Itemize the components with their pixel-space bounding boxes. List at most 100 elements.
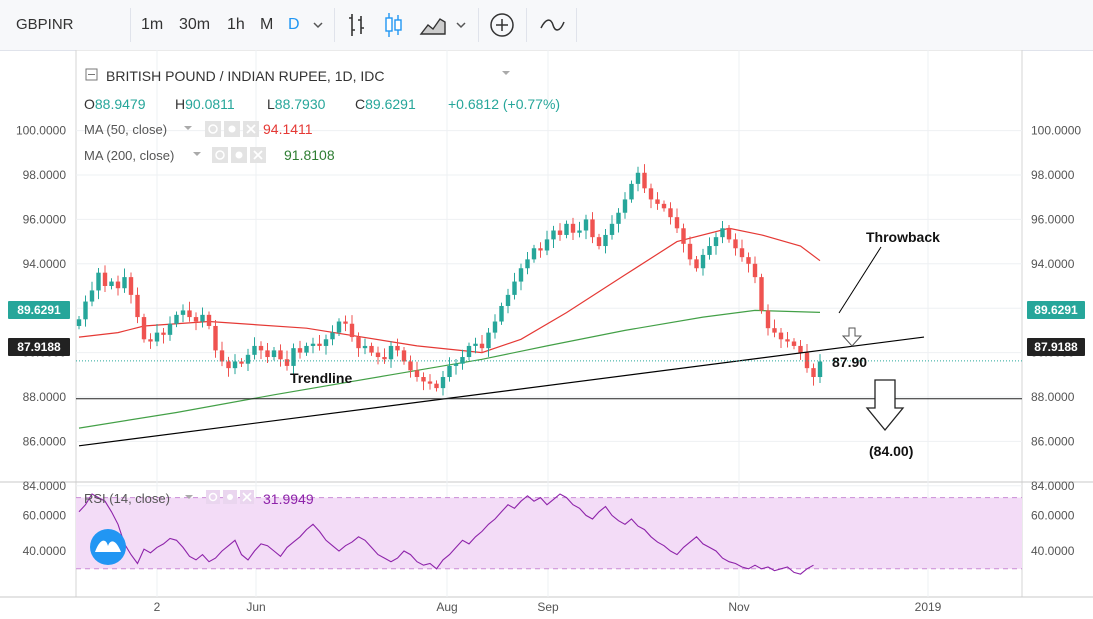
last-price-badge-left: 89.6291 [8,301,70,319]
trendline-label: Trendline [290,370,352,386]
candle-body [655,199,660,204]
add-indicator-button[interactable] [488,0,516,50]
ma50-legend-buttons[interactable] [205,121,259,137]
last-price-label: 89.6291 [17,303,61,317]
time-scale[interactable]: 2 Jun Aug Sep Nov 2019 [154,600,942,614]
rsi-legend-buttons[interactable] [206,490,254,504]
ma50-legend-value: 94.1411 [263,121,313,137]
down-arrow-icon [865,379,905,432]
candle-body [486,332,491,349]
gear-icon[interactable] [235,151,243,159]
interval-day[interactable]: D [288,16,300,33]
ma200-legend-value: 91.8108 [284,147,335,163]
interval-1m[interactable]: 1m [141,16,164,33]
low-value: 88.7930 [275,96,326,112]
candle-body [811,368,816,378]
close-label: C [355,96,365,112]
candle-body [765,310,771,329]
candle-body [668,208,673,218]
eye-icon[interactable] [208,492,218,502]
x-tick-label: Nov [728,600,749,614]
compare-button[interactable] [538,0,566,50]
candle-body [427,381,433,384]
candle-body [408,361,413,371]
close-icon[interactable] [242,492,252,502]
last-price-label: 89.6291 [1034,303,1078,317]
tradingview-logo [90,529,126,565]
candle-body [551,230,556,240]
candle-body [135,294,140,318]
candle-body [284,359,290,366]
candlestick-icon [385,13,402,37]
rsi-tick-label: 60.0000 [23,508,67,522]
area-chart-icon [419,18,446,35]
candle-body [622,199,628,213]
interval-dropdown[interactable] [312,0,328,50]
grid-lines [76,50,1022,597]
symbol-search[interactable]: GBPINR [16,16,74,33]
chart-title: BRITISH POUND / INDIAN RUPEE, 1D, IDC [106,68,384,84]
ma200-legend-label: MA (200, close) [84,148,174,163]
price-chart[interactable]: 84.000086.000088.000090.000092.000094.00… [0,50,1093,619]
trendline[interactable] [78,336,925,447]
candle-body [382,357,387,360]
y-tick-label: 84.0000 [1031,479,1075,493]
svg-text:O88.9479 H90.0811: O88.9479 H90.0811 L88.7930 C89.6291 +0.6… [84,96,560,112]
candle-body [330,332,335,340]
candle-body [453,363,459,366]
candle-body [778,332,784,340]
interval-month[interactable]: M [260,16,274,33]
y-tick-label: 100.0000 [1031,124,1081,138]
candle-body [310,343,316,346]
interval-30m[interactable]: 30m [179,16,211,33]
level-badge-right: 87.9188 [1027,338,1085,356]
candle-body [707,246,712,255]
close-value: 89.6291 [365,96,416,112]
ma200-legend-buttons[interactable] [212,147,266,163]
x-tick-label: 2 [154,600,161,614]
candle-body [297,348,303,353]
eye-icon[interactable] [215,150,225,160]
y-tick-label: 98.0000 [1031,168,1075,182]
candle-chart-button[interactable] [383,0,405,50]
chart-style-dropdown[interactable] [455,0,471,50]
bar-chart-button[interactable] [346,0,368,50]
chevron-down-icon[interactable] [185,495,193,499]
candle-body [226,361,231,369]
rsi-scale: 40.0000 40.0000 60.0000 60.0000 [23,508,1075,558]
candle-body [694,259,699,269]
candle-body [759,277,764,311]
close-icon[interactable] [253,150,263,160]
y-tick-label: 84.0000 [23,479,67,493]
low-label: L [267,96,275,112]
eye-icon[interactable] [208,124,218,134]
candle-body [785,339,790,342]
toolbar-divider [526,8,527,42]
target-84-label: (84.00) [869,443,913,459]
level-price-label: 87.9188 [1034,340,1078,354]
candle-body [174,314,179,324]
y-tick-label: 94.0000 [1031,257,1075,271]
candle-body [804,352,810,369]
candle-body [713,237,719,247]
chevron-down-icon[interactable] [193,152,201,156]
area-chart-button[interactable] [419,0,447,50]
ma50-legend-label: MA (50, close) [84,122,167,137]
candle-body [772,328,777,333]
chevron-down-icon [456,22,466,29]
chevron-down-icon[interactable] [502,71,510,75]
candle-body [271,350,277,358]
toolbar-divider [576,8,577,42]
x-tick-label: 2019 [915,600,942,614]
interval-1h[interactable]: 1h [227,16,245,33]
x-tick-label: Jun [246,600,265,614]
candle-body [388,345,394,360]
candle-body [148,339,153,342]
gear-icon[interactable] [228,125,236,133]
close-icon[interactable] [246,124,256,134]
candle-body [726,228,732,240]
candle-body [817,361,823,378]
candle-body [304,345,309,353]
chevron-down-icon[interactable] [184,126,192,130]
gear-icon[interactable] [227,494,233,500]
